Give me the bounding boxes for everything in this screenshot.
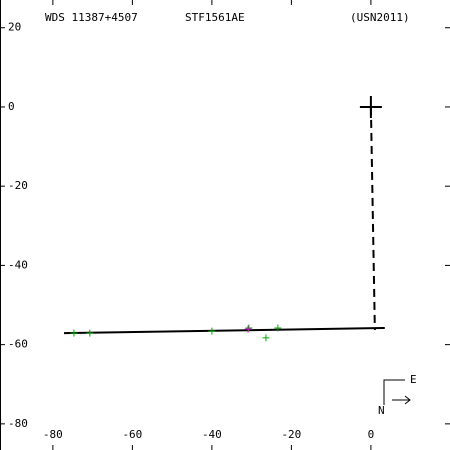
y-tick-label: 0 <box>8 100 15 113</box>
point <box>359 95 382 118</box>
line <box>63 326 385 335</box>
y-tick-label: -80 <box>8 417 28 430</box>
y-tick-label: -40 <box>8 258 28 271</box>
point <box>274 324 282 332</box>
compass-arrow <box>392 395 411 405</box>
x-tick-label: -80 <box>43 428 63 441</box>
compass-east: E <box>410 373 417 386</box>
chart-title: WDS 11387+4507 <box>45 11 138 24</box>
x-tick-label: -60 <box>122 428 142 441</box>
y-tick-label: -20 <box>8 179 28 192</box>
dashed-line <box>369 106 376 330</box>
compass: E N <box>378 373 417 417</box>
x-tick-label: -20 <box>281 428 301 441</box>
y-tick-label: -60 <box>8 338 28 351</box>
y-tick-label: 20 <box>8 21 21 34</box>
point <box>208 327 216 335</box>
point <box>262 334 270 342</box>
compass-north: N <box>378 404 385 417</box>
chart-subtitle: STF1561AE <box>185 11 245 24</box>
x-tick-label: -40 <box>202 428 222 441</box>
annotation: (USN2011) <box>350 11 410 24</box>
point <box>244 325 252 333</box>
compass-axes <box>383 379 405 405</box>
point <box>70 329 78 337</box>
x-tick-label: 0 <box>368 428 375 441</box>
point <box>245 324 253 332</box>
point <box>86 329 94 337</box>
